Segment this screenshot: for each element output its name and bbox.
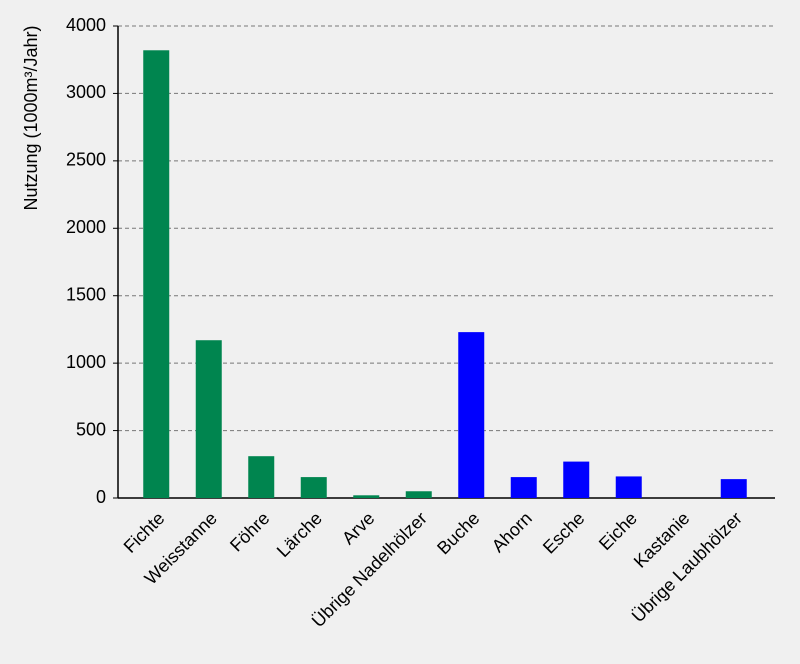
- bar: [458, 332, 485, 498]
- bar: [720, 479, 747, 498]
- y-tick-label: 4000: [66, 15, 106, 35]
- y-tick-label: 1500: [66, 284, 106, 304]
- bar: [353, 495, 380, 498]
- bar: [248, 456, 275, 498]
- y-tick-label: 3000: [66, 82, 106, 102]
- y-tick-label: 500: [76, 419, 106, 439]
- bar: [143, 50, 170, 498]
- y-tick-label: 2500: [66, 150, 106, 170]
- bar: [563, 461, 590, 498]
- y-tick-label: 2000: [66, 217, 106, 237]
- y-axis-label: Nutzung (1000m³/Jahr): [21, 25, 41, 210]
- bar: [300, 477, 327, 498]
- bar: [195, 340, 222, 498]
- bar: [405, 491, 432, 498]
- bar: [510, 477, 537, 498]
- y-tick-label: 1000: [66, 352, 106, 372]
- y-tick-label: 0: [96, 487, 106, 507]
- bar: [615, 476, 642, 498]
